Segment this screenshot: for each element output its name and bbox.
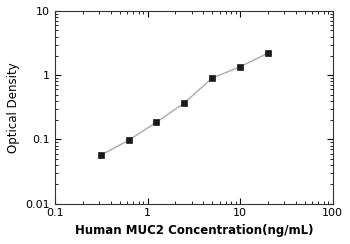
X-axis label: Human MUC2 Concentration(ng/mL): Human MUC2 Concentration(ng/mL)	[75, 224, 313, 237]
Y-axis label: Optical Density: Optical Density	[7, 62, 20, 153]
